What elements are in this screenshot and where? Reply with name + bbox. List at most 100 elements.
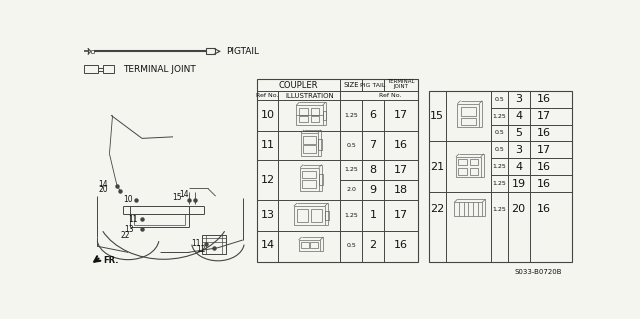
Text: 14: 14 bbox=[260, 241, 275, 250]
Bar bbox=[310, 242, 318, 249]
Text: TERMINAL JOINT: TERMINAL JOINT bbox=[123, 64, 195, 74]
Text: 0.5: 0.5 bbox=[346, 143, 356, 148]
Bar bbox=[470, 159, 478, 165]
Text: PIGTAIL: PIGTAIL bbox=[226, 47, 259, 56]
Text: 17: 17 bbox=[394, 110, 408, 120]
Text: 7: 7 bbox=[369, 140, 376, 150]
Bar bbox=[311, 116, 319, 122]
Bar bbox=[319, 174, 323, 185]
Text: 14: 14 bbox=[99, 180, 108, 189]
Text: 17: 17 bbox=[394, 165, 408, 175]
Text: 14: 14 bbox=[180, 190, 189, 199]
Text: 5: 5 bbox=[515, 128, 522, 138]
Text: 20: 20 bbox=[99, 185, 108, 195]
Text: 17: 17 bbox=[394, 210, 408, 220]
Text: 22: 22 bbox=[121, 231, 131, 240]
Bar bbox=[456, 157, 481, 177]
Text: 10: 10 bbox=[260, 110, 275, 120]
Bar bbox=[301, 242, 308, 249]
Bar bbox=[325, 211, 329, 220]
Text: 4: 4 bbox=[515, 111, 522, 121]
Text: 22: 22 bbox=[430, 204, 444, 214]
Text: 6: 6 bbox=[369, 110, 376, 120]
Bar bbox=[311, 108, 319, 115]
Text: 1.25: 1.25 bbox=[344, 213, 358, 218]
Bar bbox=[84, 65, 98, 73]
Bar bbox=[461, 107, 476, 116]
Text: 11: 11 bbox=[260, 140, 275, 150]
Text: 16: 16 bbox=[394, 140, 408, 150]
Text: 8: 8 bbox=[369, 165, 376, 175]
Text: 11: 11 bbox=[191, 239, 201, 248]
Text: 16: 16 bbox=[394, 241, 408, 250]
Text: 1: 1 bbox=[369, 210, 376, 220]
Bar bbox=[297, 209, 308, 221]
Bar bbox=[323, 111, 326, 120]
Bar bbox=[318, 139, 322, 150]
Text: 15: 15 bbox=[173, 193, 182, 202]
Bar bbox=[296, 105, 323, 125]
Text: 2.0: 2.0 bbox=[346, 188, 356, 192]
Bar bbox=[454, 202, 482, 216]
Text: 18: 18 bbox=[394, 185, 408, 195]
Text: 4: 4 bbox=[515, 162, 522, 172]
Bar bbox=[202, 235, 226, 254]
Text: 0.5: 0.5 bbox=[495, 147, 504, 152]
Bar bbox=[257, 79, 418, 262]
Bar bbox=[301, 133, 318, 156]
Bar bbox=[461, 118, 476, 125]
Text: 17: 17 bbox=[537, 145, 551, 155]
Bar bbox=[205, 48, 215, 55]
Text: 16: 16 bbox=[537, 204, 551, 214]
Text: 9: 9 bbox=[369, 185, 376, 195]
Bar bbox=[470, 168, 478, 174]
Bar bbox=[300, 108, 308, 115]
Bar bbox=[458, 168, 467, 174]
Bar bbox=[303, 145, 316, 153]
Text: 2: 2 bbox=[369, 241, 376, 250]
Text: 19: 19 bbox=[511, 179, 525, 189]
Text: Ref No.: Ref No. bbox=[379, 93, 401, 98]
Bar bbox=[458, 159, 467, 165]
Text: TERMINAL
JOINT: TERMINAL JOINT bbox=[387, 79, 415, 90]
Text: 1.25: 1.25 bbox=[492, 207, 506, 212]
Text: 10: 10 bbox=[123, 196, 132, 204]
Bar bbox=[303, 136, 316, 144]
Text: 16: 16 bbox=[537, 179, 551, 189]
Text: 13: 13 bbox=[260, 210, 275, 220]
Text: SIZE: SIZE bbox=[344, 82, 359, 88]
Text: 12: 12 bbox=[260, 175, 275, 185]
Text: 1.25: 1.25 bbox=[492, 181, 506, 186]
Text: COUPLER: COUPLER bbox=[279, 81, 318, 90]
Text: S033-B0720B: S033-B0720B bbox=[515, 270, 562, 275]
Text: 0.5: 0.5 bbox=[346, 243, 356, 248]
Bar bbox=[303, 180, 316, 188]
Text: 1.25: 1.25 bbox=[492, 114, 506, 119]
Bar bbox=[458, 104, 479, 127]
Text: 0.5: 0.5 bbox=[495, 97, 504, 102]
Bar bbox=[294, 206, 325, 225]
Bar bbox=[298, 240, 320, 251]
Text: 12: 12 bbox=[196, 245, 205, 254]
Text: 1.25: 1.25 bbox=[492, 164, 506, 169]
Bar bbox=[429, 91, 572, 262]
Bar bbox=[300, 116, 308, 122]
Text: 3: 3 bbox=[515, 145, 522, 155]
Bar bbox=[103, 65, 114, 73]
Text: PIG TAIL: PIG TAIL bbox=[360, 83, 386, 88]
Bar bbox=[300, 168, 319, 191]
Text: 20: 20 bbox=[511, 204, 525, 214]
Text: 16: 16 bbox=[537, 162, 551, 172]
Text: 11: 11 bbox=[129, 215, 138, 224]
Text: FR.: FR. bbox=[103, 256, 119, 265]
Text: 16: 16 bbox=[537, 128, 551, 138]
Text: 16: 16 bbox=[537, 94, 551, 104]
Text: Ref No.: Ref No. bbox=[256, 93, 279, 98]
Text: 17: 17 bbox=[537, 111, 551, 121]
Text: 15: 15 bbox=[430, 111, 444, 121]
Text: 0.5: 0.5 bbox=[495, 130, 504, 136]
Text: 13: 13 bbox=[125, 225, 134, 234]
Text: 21: 21 bbox=[430, 162, 444, 172]
Text: 1.25: 1.25 bbox=[344, 113, 358, 118]
Text: 3: 3 bbox=[515, 94, 522, 104]
